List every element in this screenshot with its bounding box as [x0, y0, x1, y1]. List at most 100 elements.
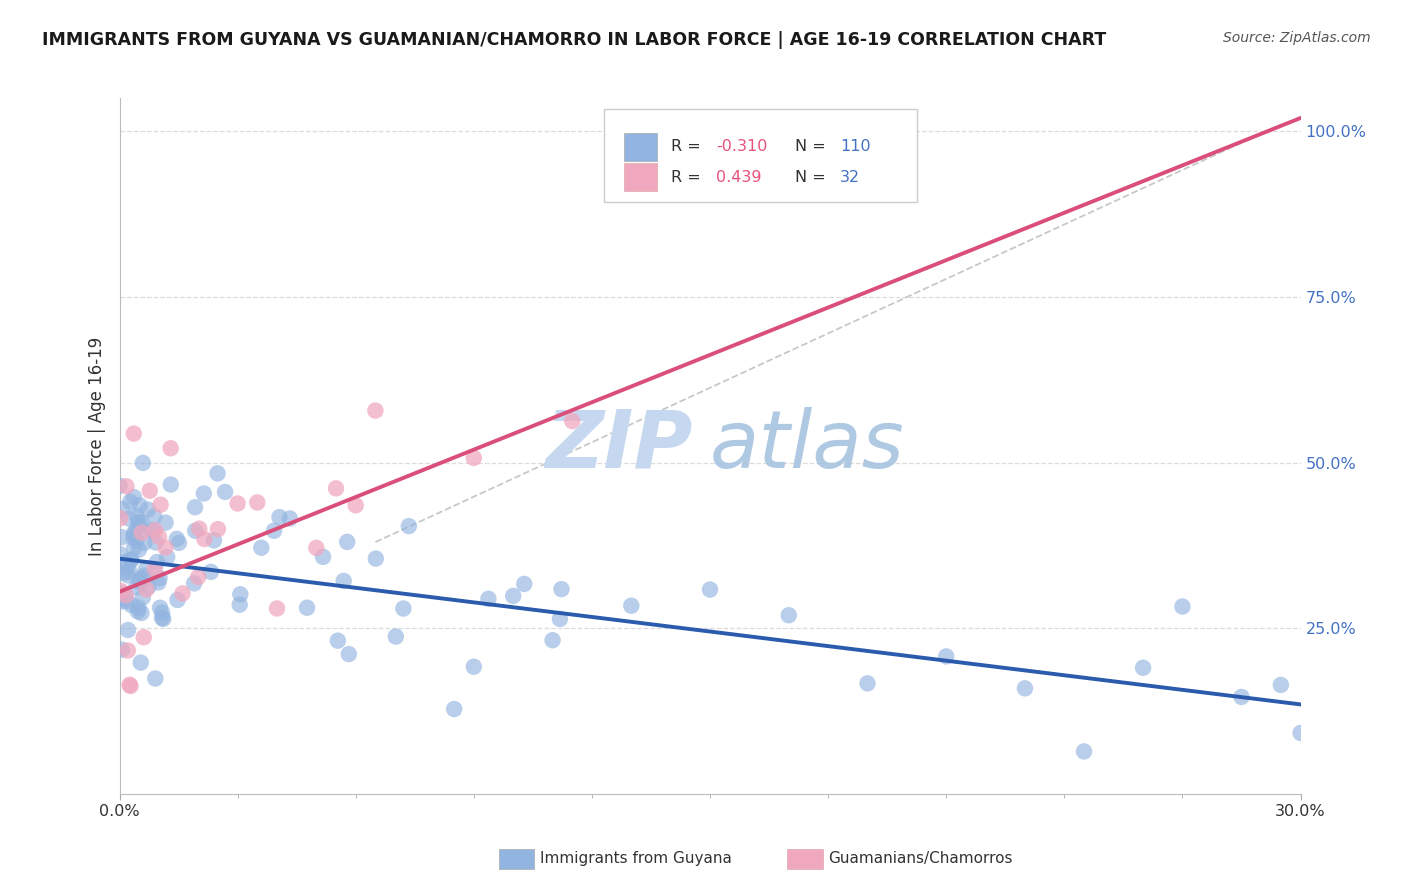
Point — [502, 589, 524, 603]
Point — [125, 580, 148, 594]
Point — [125, 508, 148, 523]
Bar — [624, 133, 657, 161]
Point — [118, 511, 141, 525]
Point — [193, 486, 215, 500]
Point — [1289, 726, 1312, 740]
Point — [166, 532, 188, 546]
Text: Guamanians/Chamorros: Guamanians/Chamorros — [828, 852, 1012, 866]
Point — [115, 594, 138, 608]
Point — [1270, 678, 1292, 692]
Point — [145, 535, 167, 549]
Point — [1014, 681, 1036, 696]
Point — [127, 515, 149, 529]
Text: 32: 32 — [839, 169, 860, 185]
Point — [159, 442, 181, 456]
Point — [120, 553, 142, 567]
Point — [149, 600, 172, 615]
Point — [136, 502, 159, 516]
Point — [122, 526, 145, 541]
Point — [120, 679, 142, 693]
Point — [111, 530, 134, 544]
Point — [143, 672, 166, 686]
Point — [135, 582, 157, 597]
Point — [278, 511, 301, 525]
Point — [132, 456, 155, 470]
Point — [110, 511, 132, 525]
Point — [111, 594, 134, 608]
Point — [149, 498, 172, 512]
Point — [443, 702, 465, 716]
Point — [122, 426, 145, 441]
Text: atlas: atlas — [710, 407, 905, 485]
Text: Source: ZipAtlas.com: Source: ZipAtlas.com — [1223, 31, 1371, 45]
Point — [325, 481, 347, 495]
Point — [132, 630, 155, 644]
Point — [548, 612, 571, 626]
Point — [156, 550, 179, 565]
Text: R =: R = — [671, 139, 706, 154]
Point — [129, 656, 152, 670]
Point — [312, 549, 335, 564]
Point — [117, 623, 139, 637]
Point — [183, 576, 205, 591]
Point — [550, 582, 572, 596]
Point — [132, 571, 155, 585]
Text: IMMIGRANTS FROM GUYANA VS GUAMANIAN/CHAMORRO IN LABOR FORCE | AGE 16-19 CORRELAT: IMMIGRANTS FROM GUYANA VS GUAMANIAN/CHAM… — [42, 31, 1107, 49]
Point — [364, 551, 387, 566]
Point — [131, 606, 153, 620]
Text: N =: N = — [794, 139, 831, 154]
Point — [141, 524, 163, 538]
Point — [146, 555, 169, 569]
Text: R =: R = — [671, 169, 706, 185]
Point — [226, 496, 249, 510]
Point — [114, 555, 136, 569]
Point — [269, 510, 291, 524]
Point — [398, 519, 420, 533]
Point — [266, 601, 288, 615]
Point — [115, 588, 138, 602]
Point — [246, 495, 269, 509]
Point — [138, 580, 160, 594]
Point — [117, 643, 139, 657]
Point — [124, 527, 146, 541]
Point — [188, 522, 211, 536]
Point — [150, 606, 173, 620]
Point — [139, 483, 162, 498]
Point — [184, 524, 207, 538]
Point — [228, 598, 250, 612]
Point — [142, 524, 165, 538]
Point — [207, 467, 229, 481]
Point — [229, 587, 252, 601]
Point — [122, 531, 145, 545]
Point — [935, 649, 957, 664]
Point — [295, 600, 318, 615]
Point — [118, 565, 141, 579]
Point — [305, 541, 328, 555]
Point — [143, 509, 166, 524]
Point — [128, 573, 150, 587]
Point — [127, 604, 149, 618]
Point — [167, 536, 190, 550]
Point — [326, 633, 349, 648]
Point — [200, 565, 222, 579]
Point — [364, 403, 387, 417]
Point — [110, 547, 132, 561]
Text: 0.439: 0.439 — [716, 169, 762, 185]
Point — [148, 575, 170, 590]
Point — [122, 541, 145, 555]
Point — [207, 522, 229, 536]
Point — [337, 647, 360, 661]
Point — [155, 516, 177, 530]
Point — [117, 568, 139, 582]
Bar — [624, 163, 657, 191]
Text: N =: N = — [794, 169, 831, 185]
FancyBboxPatch shape — [603, 109, 917, 202]
Point — [513, 577, 536, 591]
Point — [131, 516, 153, 530]
Point — [143, 523, 166, 537]
Point — [159, 477, 181, 491]
Point — [128, 542, 150, 557]
Point — [250, 541, 273, 555]
Text: 110: 110 — [839, 139, 870, 154]
Point — [541, 633, 564, 648]
